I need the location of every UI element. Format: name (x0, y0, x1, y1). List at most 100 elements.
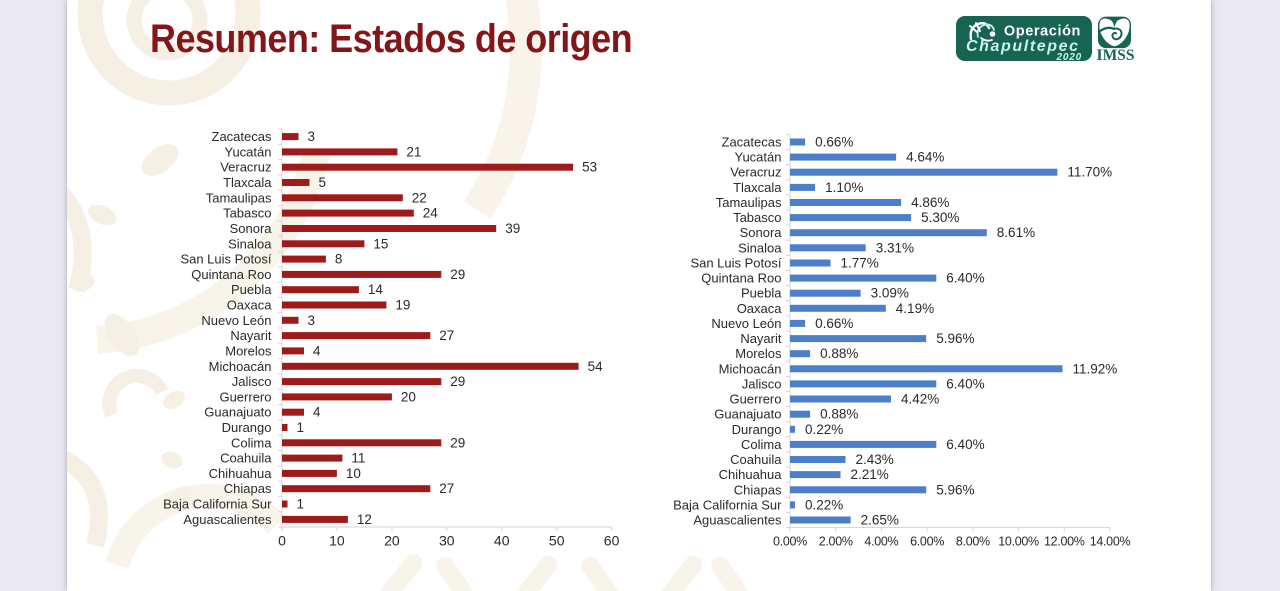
svg-text:10: 10 (329, 533, 345, 549)
svg-text:Guanajuato: Guanajuato (204, 405, 271, 420)
svg-text:4.64%: 4.64% (906, 150, 944, 165)
svg-text:54: 54 (588, 359, 604, 374)
svg-text:2020: 2020 (1056, 52, 1082, 61)
svg-text:IMSS: IMSS (1097, 47, 1135, 63)
svg-text:Nuevo León: Nuevo León (711, 316, 781, 331)
svg-text:50: 50 (549, 533, 565, 549)
svg-text:Sinaloa: Sinaloa (738, 240, 782, 255)
svg-text:Aguascalientes: Aguascalientes (693, 513, 782, 528)
svg-text:11.70%: 11.70% (1067, 165, 1112, 180)
svg-text:14.00%: 14.00% (1090, 535, 1131, 549)
svg-text:3: 3 (308, 129, 316, 144)
svg-text:Chihuahua: Chihuahua (719, 467, 783, 482)
svg-text:Jalisco: Jalisco (232, 374, 272, 389)
svg-text:1: 1 (297, 420, 305, 435)
svg-text:8.00%: 8.00% (956, 535, 990, 549)
svg-text:10: 10 (346, 466, 361, 481)
svg-text:20: 20 (401, 389, 416, 404)
svg-text:Operación: Operación (1004, 24, 1081, 40)
svg-text:29: 29 (450, 267, 465, 282)
svg-text:Quintana Roo: Quintana Roo (701, 271, 781, 286)
svg-text:Jalisco: Jalisco (742, 376, 782, 391)
svg-text:Guanajuato: Guanajuato (714, 407, 781, 422)
svg-text:11: 11 (351, 451, 365, 466)
svg-text:6.40%: 6.40% (946, 376, 984, 391)
svg-text:Coahuila: Coahuila (730, 452, 782, 467)
svg-text:Quintana Roo: Quintana Roo (191, 267, 271, 282)
svg-text:Oaxaca: Oaxaca (737, 301, 783, 316)
svg-text:4: 4 (313, 405, 321, 420)
svg-text:22: 22 (412, 190, 427, 205)
svg-text:24: 24 (423, 206, 439, 221)
svg-text:11.92%: 11.92% (1073, 361, 1118, 376)
svg-text:19: 19 (395, 298, 410, 313)
svg-text:Tamaulipas: Tamaulipas (206, 190, 272, 205)
svg-text:1.10%: 1.10% (825, 180, 863, 195)
svg-text:53: 53 (582, 160, 597, 175)
svg-text:Sinaloa: Sinaloa (228, 236, 272, 251)
svg-text:40: 40 (494, 533, 510, 549)
svg-text:Guerrero: Guerrero (729, 392, 781, 407)
svg-text:Oaxaca: Oaxaca (227, 298, 273, 313)
svg-text:Puebla: Puebla (741, 286, 782, 301)
svg-text:Chiapas: Chiapas (224, 481, 272, 496)
svg-text:Baja California Sur: Baja California Sur (163, 497, 272, 512)
svg-text:2.43%: 2.43% (856, 452, 894, 467)
svg-text:29: 29 (450, 435, 465, 450)
svg-text:Durango: Durango (222, 420, 272, 435)
svg-text:4.00%: 4.00% (864, 535, 898, 549)
svg-text:Tlaxcala: Tlaxcala (223, 175, 272, 190)
svg-text:Chihuahua: Chihuahua (209, 466, 273, 481)
svg-text:Coahuila: Coahuila (220, 451, 272, 466)
svg-text:Chiapas: Chiapas (734, 482, 782, 497)
svg-text:5: 5 (319, 175, 327, 190)
svg-text:Tamaulipas: Tamaulipas (716, 195, 782, 210)
svg-text:2.21%: 2.21% (851, 467, 889, 482)
svg-text:27: 27 (439, 481, 454, 496)
svg-text:2.00%: 2.00% (819, 535, 853, 549)
svg-text:Morelos: Morelos (735, 346, 782, 361)
svg-text:4: 4 (313, 343, 321, 358)
svg-text:5.96%: 5.96% (936, 482, 974, 497)
svg-text:15: 15 (373, 236, 388, 251)
svg-text:3: 3 (308, 313, 316, 328)
svg-text:30: 30 (439, 533, 455, 549)
svg-text:14: 14 (368, 282, 384, 297)
svg-text:10.00%: 10.00% (998, 535, 1039, 549)
svg-text:Chapultepec: Chapultepec (966, 38, 1080, 55)
svg-text:6.40%: 6.40% (946, 437, 984, 452)
svg-text:6.40%: 6.40% (946, 271, 984, 286)
svg-text:Aguascalientes: Aguascalientes (183, 512, 272, 527)
svg-text:5.96%: 5.96% (936, 331, 974, 346)
svg-text:4.19%: 4.19% (896, 301, 934, 316)
svg-text:Zacatecas: Zacatecas (722, 135, 782, 150)
svg-text:Colima: Colima (231, 435, 272, 450)
svg-text:29: 29 (450, 374, 465, 389)
svg-text:6.00%: 6.00% (910, 535, 944, 549)
svg-text:Tabasco: Tabasco (223, 206, 271, 221)
svg-text:Nayarit: Nayarit (230, 328, 272, 343)
svg-text:Zacatecas: Zacatecas (212, 129, 272, 144)
svg-text:2.65%: 2.65% (861, 513, 899, 528)
svg-text:20: 20 (384, 533, 400, 549)
svg-text:Baja California Sur: Baja California Sur (673, 497, 782, 512)
svg-text:60: 60 (604, 533, 620, 549)
svg-text:Veracruz: Veracruz (220, 160, 271, 175)
svg-text:Veracruz: Veracruz (730, 165, 781, 180)
svg-text:Michoacán: Michoacán (719, 361, 782, 376)
svg-text:0.22%: 0.22% (805, 422, 843, 437)
svg-text:Michoacán: Michoacán (209, 359, 272, 374)
svg-text:27: 27 (439, 328, 454, 343)
svg-text:0: 0 (278, 533, 286, 549)
svg-text:8.61%: 8.61% (997, 225, 1035, 240)
svg-text:3.09%: 3.09% (871, 286, 909, 301)
svg-text:Puebla: Puebla (231, 282, 272, 297)
svg-text:21: 21 (406, 144, 421, 159)
svg-text:Sonora: Sonora (740, 225, 783, 240)
svg-text:0.66%: 0.66% (815, 135, 853, 150)
svg-text:San Luis Potosí: San Luis Potosí (180, 252, 271, 267)
svg-text:12.00%: 12.00% (1044, 535, 1085, 549)
svg-text:Yucatán: Yucatán (735, 150, 782, 165)
svg-text:Nuevo León: Nuevo León (201, 313, 271, 328)
svg-text:Morelos: Morelos (225, 343, 272, 358)
